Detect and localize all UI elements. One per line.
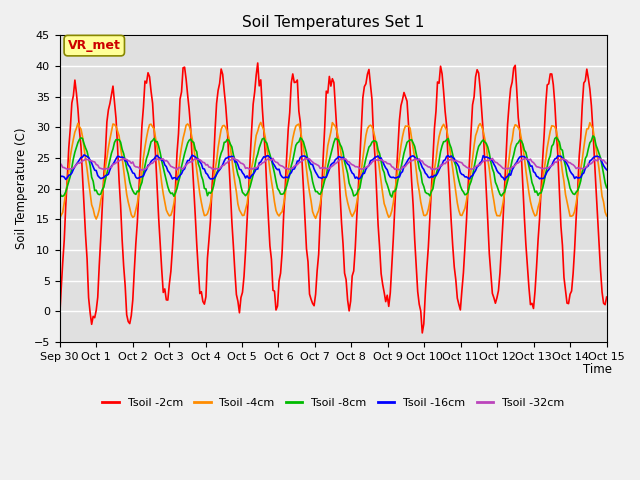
Tsoil -8cm xyxy=(219,147,227,153)
Tsoil -8cm xyxy=(246,184,254,190)
Line: Tsoil -2cm: Tsoil -2cm xyxy=(60,63,607,333)
Tsoil -2cm xyxy=(246,156,254,162)
Line: Tsoil -32cm: Tsoil -32cm xyxy=(60,157,607,170)
Tsoil -16cm xyxy=(80,152,88,158)
Tsoil -8cm xyxy=(589,133,596,139)
Tsoil -32cm xyxy=(603,161,611,167)
Tsoil -32cm xyxy=(138,167,146,173)
Tsoil -16cm xyxy=(220,158,228,164)
Tsoil -4cm xyxy=(257,120,264,125)
Tsoil -2cm xyxy=(603,294,611,300)
Line: Tsoil -16cm: Tsoil -16cm xyxy=(60,155,607,180)
Tsoil -8cm xyxy=(237,184,245,190)
Text: VR_met: VR_met xyxy=(68,39,121,52)
Tsoil -16cm xyxy=(500,177,508,183)
Tsoil -32cm xyxy=(240,162,248,168)
X-axis label: Time: Time xyxy=(583,363,612,376)
Tsoil -32cm xyxy=(220,162,228,168)
Tsoil -32cm xyxy=(298,158,306,164)
Tsoil -8cm xyxy=(388,194,396,200)
Tsoil -16cm xyxy=(603,167,611,173)
Tsoil -4cm xyxy=(56,216,63,221)
Tsoil -16cm xyxy=(248,172,255,178)
Tsoil -8cm xyxy=(123,166,131,171)
Tsoil -4cm xyxy=(124,199,132,205)
Tsoil -32cm xyxy=(230,155,237,160)
Tsoil -4cm xyxy=(92,216,100,222)
Tsoil -16cm xyxy=(239,170,246,176)
Tsoil -4cm xyxy=(239,213,246,218)
Tsoil -4cm xyxy=(603,213,611,219)
Tsoil -2cm xyxy=(123,312,131,318)
Tsoil -16cm xyxy=(296,155,304,160)
Tsoil -4cm xyxy=(298,136,306,142)
Tsoil -16cm xyxy=(575,175,583,180)
Tsoil -2cm xyxy=(219,72,227,77)
Tsoil -2cm xyxy=(56,315,63,321)
Tsoil -32cm xyxy=(250,167,257,172)
Tsoil -16cm xyxy=(56,172,63,178)
Tsoil -2cm xyxy=(575,154,583,159)
Y-axis label: Soil Temperature (C): Soil Temperature (C) xyxy=(15,128,28,250)
Tsoil -32cm xyxy=(56,161,63,167)
Tsoil -8cm xyxy=(56,190,63,195)
Line: Tsoil -8cm: Tsoil -8cm xyxy=(60,136,607,197)
Line: Tsoil -4cm: Tsoil -4cm xyxy=(60,122,607,219)
Tsoil -16cm xyxy=(124,162,132,168)
Tsoil -2cm xyxy=(296,120,304,126)
Tsoil -32cm xyxy=(123,156,131,162)
Tsoil -8cm xyxy=(603,185,611,191)
Tsoil -4cm xyxy=(575,179,583,184)
Tsoil -2cm xyxy=(254,60,262,66)
Tsoil -8cm xyxy=(574,188,582,193)
Tsoil -4cm xyxy=(248,165,255,171)
Tsoil -2cm xyxy=(419,330,426,336)
Tsoil -4cm xyxy=(220,122,228,128)
Tsoil -8cm xyxy=(295,139,303,145)
Title: Soil Temperatures Set 1: Soil Temperatures Set 1 xyxy=(242,15,424,30)
Tsoil -2cm xyxy=(237,295,245,300)
Legend: Tsoil -2cm, Tsoil -4cm, Tsoil -8cm, Tsoil -16cm, Tsoil -32cm: Tsoil -2cm, Tsoil -4cm, Tsoil -8cm, Tsoi… xyxy=(97,394,569,412)
Tsoil -32cm xyxy=(575,166,583,171)
